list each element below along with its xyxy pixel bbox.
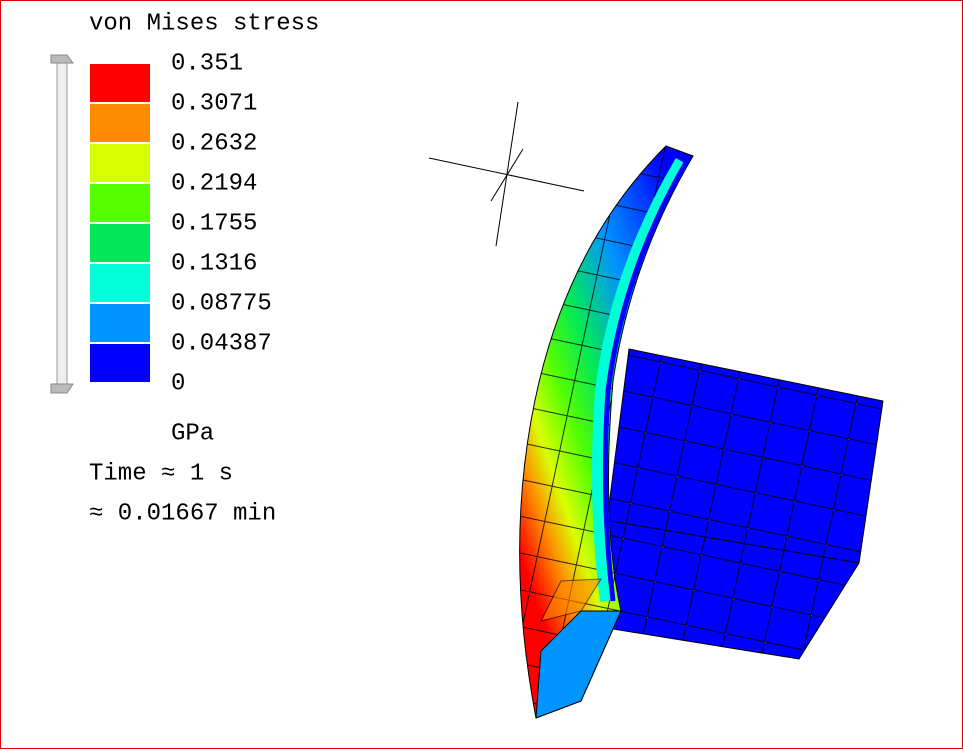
legend-level: 0.1755 [171, 210, 257, 237]
legend-band [90, 144, 150, 182]
legend-level: 0.08775 [171, 290, 272, 317]
legend-level: 0.2632 [171, 130, 257, 157]
shell [519, 145, 694, 719]
legend: 0.351 0.3071 0.2632 0.2194 0.1755 0.1316 0.087… [90, 50, 272, 397]
legend-slider [50, 54, 74, 394]
time-label: ≈ 0.01667 min [89, 500, 276, 527]
legend-level: 0.351 [171, 50, 243, 77]
legend-band [90, 264, 150, 302]
block [606, 348, 884, 660]
axis-triad [428, 101, 585, 247]
legend-level: 0.1316 [171, 250, 257, 277]
legend-band [90, 344, 150, 382]
legend-band [90, 104, 150, 142]
legend-band [90, 224, 150, 262]
legend-unit: GPa [171, 420, 214, 447]
legend-level: 0.2194 [171, 170, 257, 197]
legend-band [90, 64, 150, 102]
legend-level: 0.3071 [171, 90, 257, 117]
legend-title: von Mises stress [89, 10, 319, 37]
legend-level: 0.04387 [171, 330, 272, 357]
legend-band [90, 184, 150, 222]
legend-band [90, 304, 150, 342]
time-label: Time ≈ 1 s [89, 460, 233, 487]
legend-level: 0 [171, 370, 185, 397]
